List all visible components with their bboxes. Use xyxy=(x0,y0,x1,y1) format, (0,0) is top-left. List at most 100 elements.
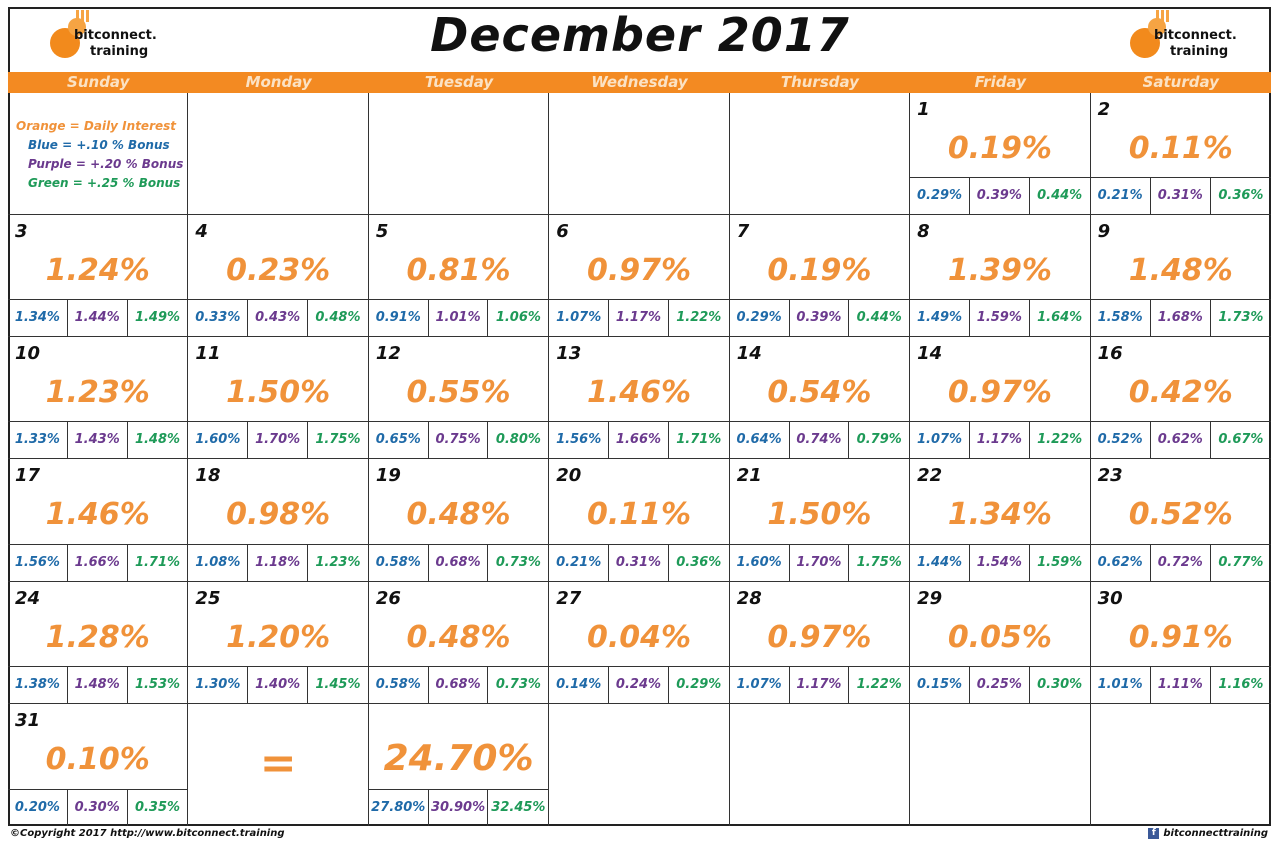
day-number: 31 xyxy=(15,709,41,731)
weekday-monday: Monday xyxy=(245,73,312,91)
bonus-blue: 1.08% xyxy=(188,544,249,581)
bonus-row: 0.58% 0.68% 0.73% xyxy=(368,543,549,581)
day-number: 1 xyxy=(917,99,930,120)
equals-sign: = xyxy=(259,737,297,789)
day-cell: 29 0.05% 0.15% 0.25% 0.30% xyxy=(910,581,1091,704)
logo-blob-small xyxy=(68,18,86,36)
bonus-purple: 0.74% xyxy=(790,422,850,459)
bonus-green: 1.23% xyxy=(315,554,361,570)
daily-interest: 1.46% xyxy=(45,497,150,533)
day-number: 14 xyxy=(736,343,762,365)
footer-social-handle: bitconnecttraining xyxy=(1163,828,1268,839)
bonus-row: 0.52% 0.62% 0.67% xyxy=(1090,421,1271,459)
day-number: 2 xyxy=(1097,99,1111,120)
logo-pixels xyxy=(76,10,90,22)
footer-social: f bitconnecttraining xyxy=(1148,828,1268,839)
bonus-blue: 1.58% xyxy=(1091,300,1151,337)
day-cell: 13 1.46% 1.56% 1.66% 1.71% xyxy=(549,337,730,460)
weekday-thursday: Thursday xyxy=(780,73,859,91)
daily-interest: 0.10% xyxy=(45,741,150,777)
bonus-blue: 0.14% xyxy=(549,666,610,703)
bonus-row: 0.14% 0.24% 0.29% xyxy=(549,665,729,703)
bonus-row: 1.08% 1.18% 1.23% xyxy=(188,543,368,581)
day-cell: 10 1.23% 1.33% 1.43% 1.48% xyxy=(8,337,189,460)
weekday-sunday: Sunday xyxy=(67,73,130,91)
bonus-purple: 1.66% xyxy=(609,422,669,459)
bonus-row: 1.60% 1.70% 1.75% xyxy=(729,543,910,581)
day-number: 6 xyxy=(556,221,569,243)
bonus-purple: 0.31% xyxy=(1151,178,1211,215)
day-cell: 22 1.34% 1.44% 1.54% 1.59% xyxy=(910,459,1091,582)
bonus-green: 0.35% xyxy=(134,799,181,815)
bonus-row: 1.07% 1.17% 1.22% xyxy=(549,299,729,337)
day-number: 8 xyxy=(917,221,930,243)
bonus-green: 1.64% xyxy=(1037,310,1083,326)
bonus-blue: 1.49% xyxy=(910,300,970,337)
facebook-icon: f xyxy=(1148,828,1160,839)
day-number: 11 xyxy=(195,343,221,365)
daily-interest: 0.91% xyxy=(1128,619,1233,655)
weekday-wednesday: Wednesday xyxy=(591,73,688,91)
bonus-blue: 1.38% xyxy=(8,666,68,703)
day-number: 14 xyxy=(917,343,943,365)
day-cell: 3 1.24% 1.34% 1.44% 1.49% xyxy=(8,215,189,338)
legend-green: Green = +.25 % Bonus xyxy=(28,176,181,190)
legend-cell: Orange = Daily Interest Blue = +.10 % Bon… xyxy=(8,93,189,216)
day-number: 30 xyxy=(1097,587,1123,609)
day-cell: 2 0.11% 0.21% 0.31% 0.36% xyxy=(1090,93,1271,216)
bonus-purple: 1.59% xyxy=(970,300,1030,337)
daily-interest: 1.23% xyxy=(45,375,150,411)
day-cell: 8 1.39% 1.49% 1.59% 1.64% xyxy=(910,215,1091,338)
daily-interest: 0.11% xyxy=(586,497,692,533)
bonus-blue: 1.01% xyxy=(1091,666,1151,703)
day-number: 27 xyxy=(556,587,582,609)
bonus-purple: 1.68% xyxy=(1151,300,1211,337)
bonus-green: 1.53% xyxy=(134,676,181,692)
bonus-blue: 1.56% xyxy=(549,422,610,459)
daily-interest: 1.50% xyxy=(767,497,872,533)
day-cell: 21 1.50% 1.60% 1.70% 1.75% xyxy=(729,459,911,582)
empty-cell xyxy=(549,93,730,216)
bonus-blue: 0.62% xyxy=(1091,544,1151,581)
day-number: 10 xyxy=(15,343,41,365)
total-bonus-row: 27.80% 30.90% 32.45% xyxy=(368,788,549,826)
day-number: 7 xyxy=(736,221,750,243)
bonus-blue: 0.29% xyxy=(910,178,970,215)
day-cell: 31 0.10% 0.20% 0.30% 0.35% xyxy=(8,703,189,826)
day-number: 16 xyxy=(1097,343,1123,365)
day-cell: 27 0.04% 0.14% 0.24% 0.29% xyxy=(549,581,730,704)
bonus-blue: 0.91% xyxy=(369,300,429,337)
bonus-row: 1.33% 1.43% 1.48% xyxy=(8,421,188,459)
daily-interest: 0.23% xyxy=(226,253,331,289)
bonus-purple: 0.62% xyxy=(1151,422,1211,459)
daily-interest: 0.19% xyxy=(947,131,1052,166)
bonus-purple: 1.54% xyxy=(970,544,1030,581)
day-cell: 12 0.55% 0.65% 0.75% 0.80% xyxy=(368,337,550,460)
bonus-row: 0.91% 1.01% 1.06% xyxy=(368,299,549,337)
bonus-row: 0.29% 0.39% 0.44% xyxy=(910,177,1090,215)
bonus-blue: 0.29% xyxy=(730,300,790,337)
bonus-blue: 0.65% xyxy=(369,422,429,459)
daily-interest: 0.19% xyxy=(767,253,872,289)
bonus-blue: 1.44% xyxy=(910,544,970,581)
bonus-purple: 1.17% xyxy=(970,422,1030,459)
bonus-row: 1.56% 1.66% 1.71% xyxy=(549,421,729,459)
legend-orange: Orange = Daily Interest xyxy=(16,119,177,133)
bonus-blue: 1.07% xyxy=(730,666,790,703)
total-bonus-purple: 30.90% xyxy=(429,789,489,826)
bonus-purple: 0.68% xyxy=(429,666,489,703)
bonus-blue: 0.20% xyxy=(8,789,68,826)
total-interest: 24.70% xyxy=(383,737,534,779)
daily-interest: 0.97% xyxy=(586,253,692,289)
bonus-blue: 1.56% xyxy=(8,544,68,581)
bonus-green: 0.80% xyxy=(495,432,541,448)
day-number: 13 xyxy=(556,343,582,365)
day-cell: 19 0.48% 0.58% 0.68% 0.73% xyxy=(368,459,550,582)
bonus-green: 1.22% xyxy=(1037,432,1083,448)
bonus-row: 1.60% 1.70% 1.75% xyxy=(188,421,368,459)
daily-interest: 1.39% xyxy=(947,253,1052,289)
bonus-purple: 1.18% xyxy=(248,544,309,581)
daily-interest: 0.52% xyxy=(1128,497,1233,533)
day-cell: 9 1.48% 1.58% 1.68% 1.73% xyxy=(1090,215,1271,338)
bonus-purple: 1.01% xyxy=(429,300,489,337)
